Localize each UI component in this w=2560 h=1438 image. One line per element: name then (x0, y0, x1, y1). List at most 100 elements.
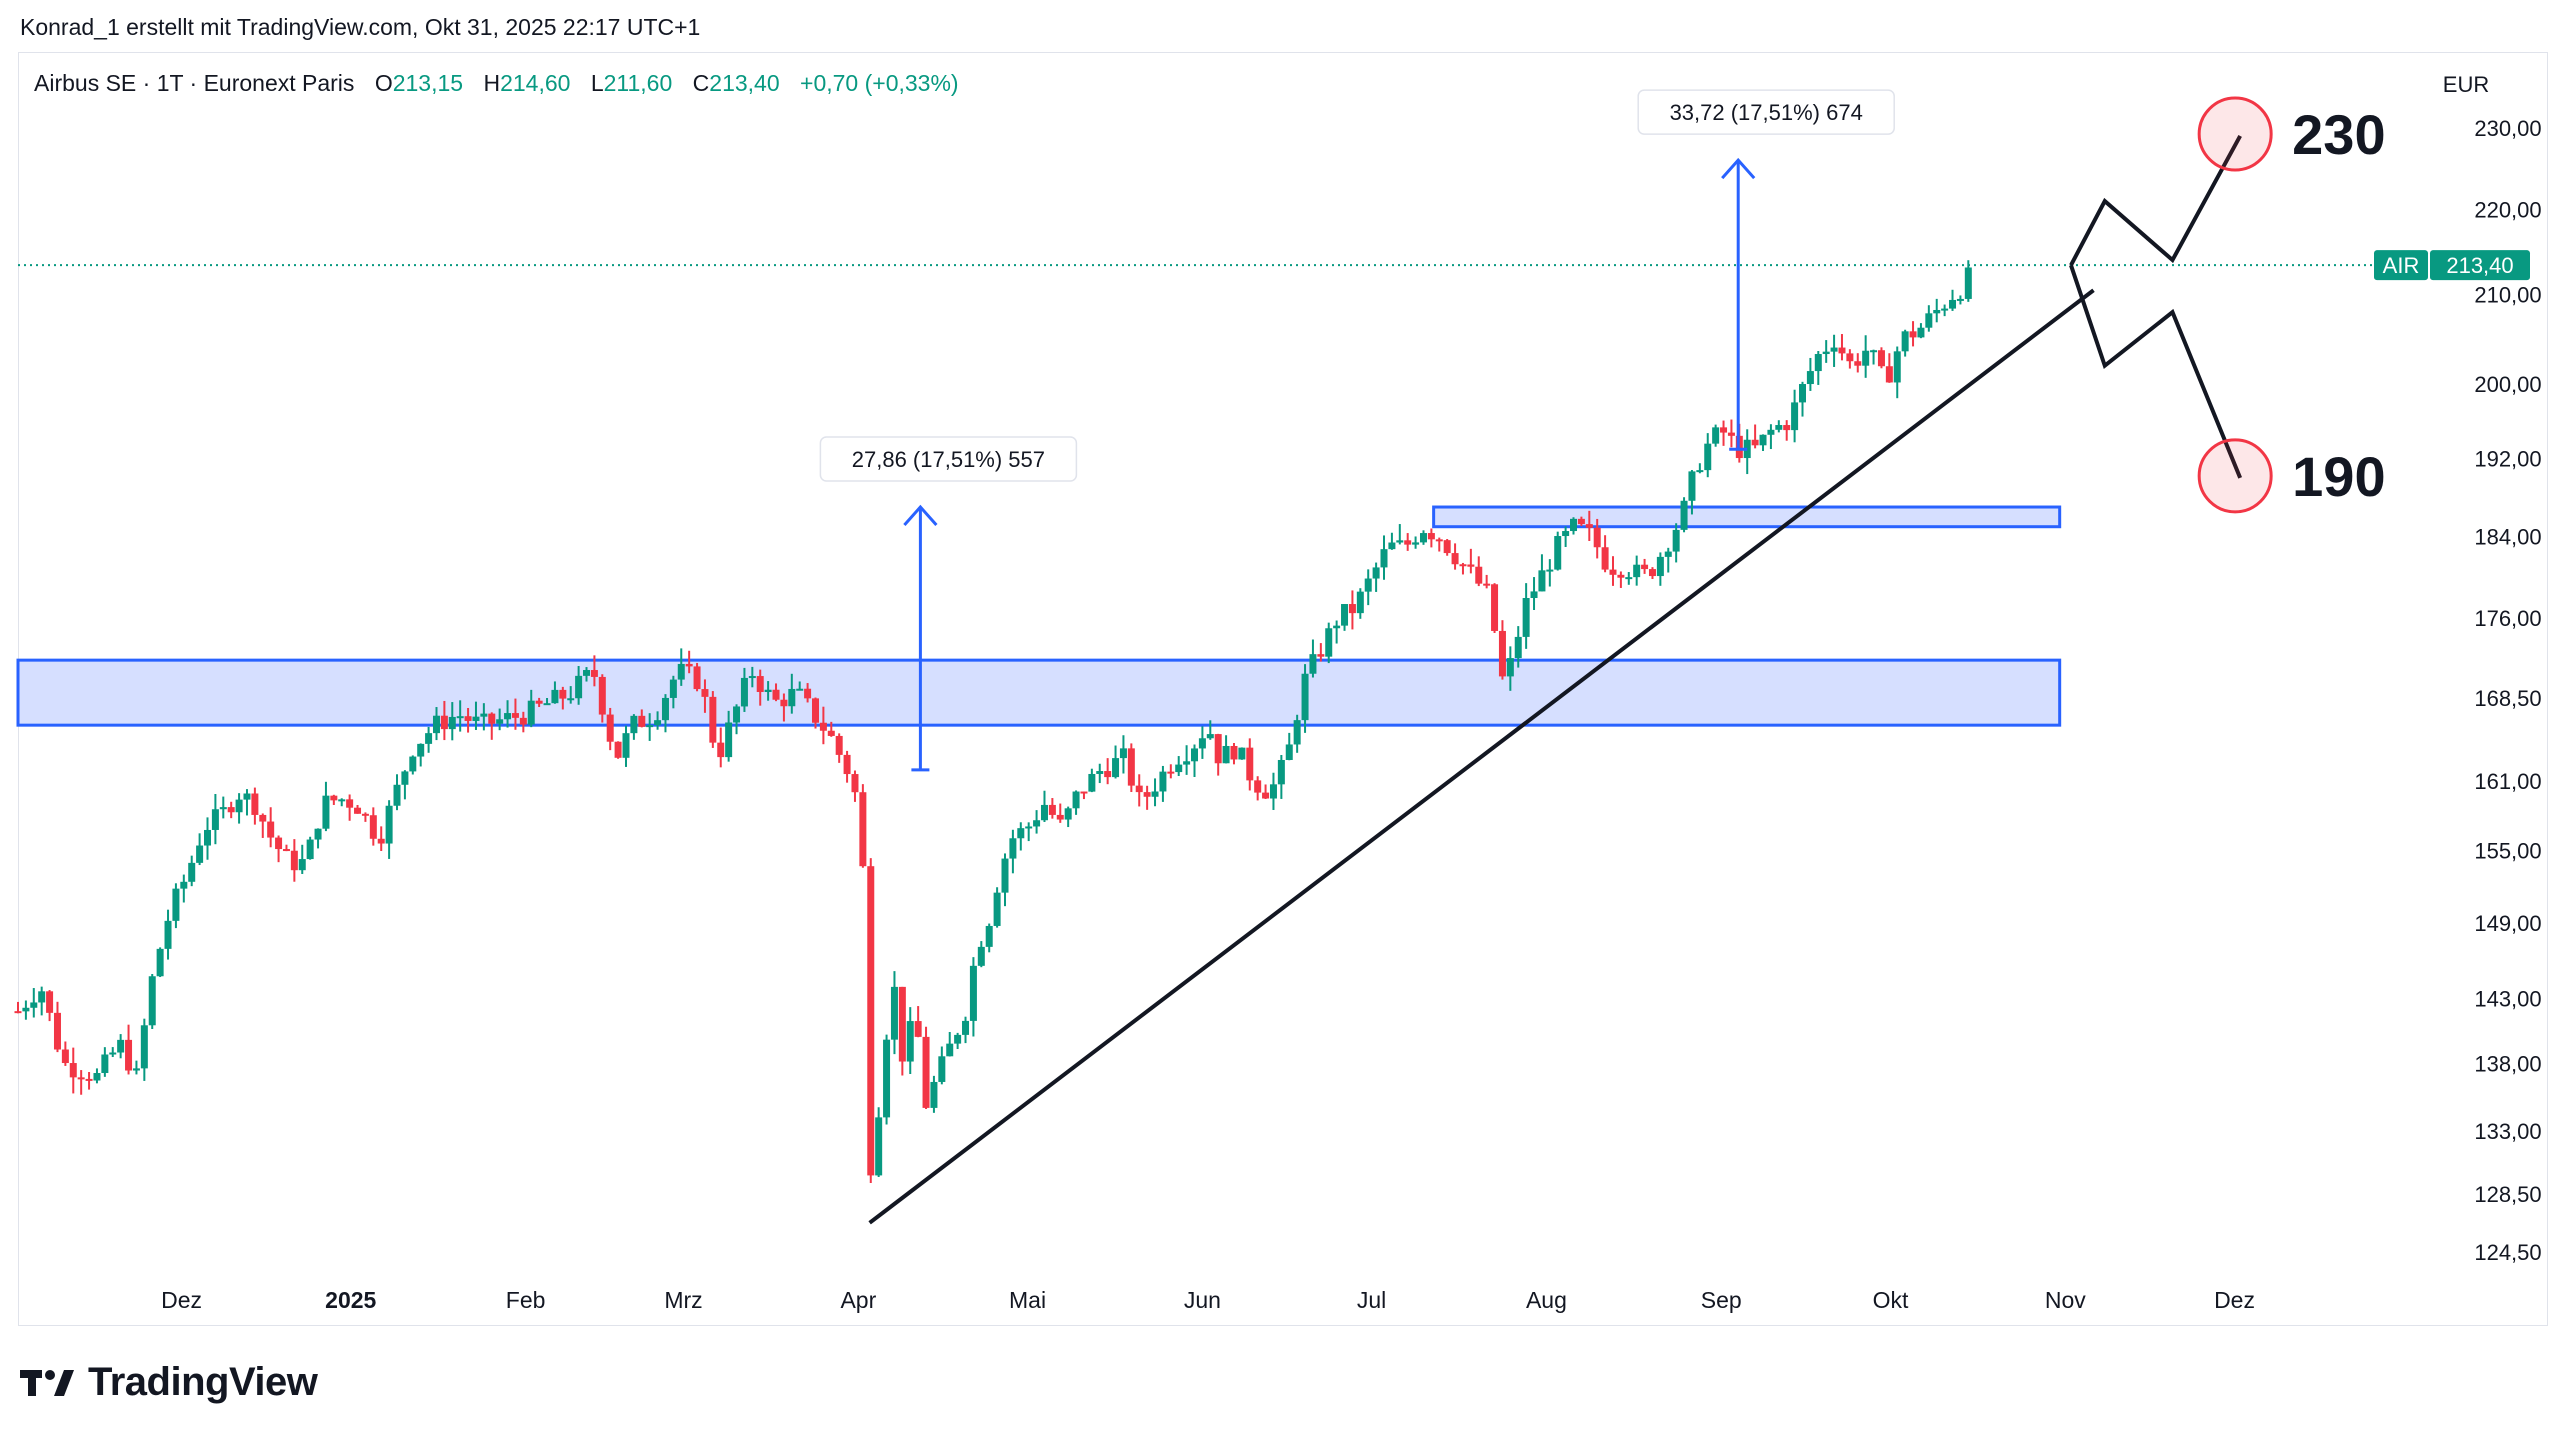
price-tick-label[interactable]: 161,00 (2474, 769, 2541, 794)
candle (1775, 420, 1783, 433)
scenario-bearish[interactable]: 190 (2069, 264, 2386, 514)
candle (456, 700, 464, 732)
candle (1759, 434, 1767, 451)
time-tick-label[interactable]: Jun (1184, 1287, 1221, 1313)
time-tick-label[interactable]: Aug (1526, 1287, 1567, 1313)
time-axis[interactable]: Dez 2025 Feb Mrz Apr Mai Jun Jul Aug Sep Okt Nov Dez (161, 1287, 2255, 1313)
price-tick-label[interactable]: 184,00 (2474, 525, 2541, 550)
candle (1159, 765, 1167, 802)
candle-body (504, 713, 512, 720)
high-label: H (483, 70, 501, 96)
price-tick-label[interactable]: 176,00 (2474, 606, 2541, 631)
candle-body (1577, 518, 1585, 525)
price-tick-label[interactable]: 149,00 (2474, 911, 2541, 936)
price-tick-label[interactable]: 200,00 (2474, 372, 2541, 397)
candle (377, 826, 385, 851)
candle-body (101, 1054, 109, 1074)
candle-body (488, 713, 496, 724)
time-tick-label[interactable]: Jul (1357, 1287, 1386, 1313)
open-value: 213,15 (392, 70, 464, 96)
candle (1633, 555, 1641, 586)
candle-body (1759, 434, 1767, 446)
candle-body (1364, 578, 1372, 592)
price-tick-label[interactable]: 133,00 (2474, 1119, 2541, 1144)
candle (188, 855, 196, 887)
candle (1783, 420, 1791, 441)
time-tick-label[interactable]: Mrz (664, 1287, 702, 1313)
candle (1277, 754, 1285, 799)
price-tick-label[interactable]: 155,00 (2474, 839, 2541, 864)
candle (1885, 353, 1893, 383)
candle (156, 947, 164, 978)
candle-body (1198, 738, 1206, 749)
support-zone-2[interactable] (1432, 505, 2062, 529)
candle (1609, 556, 1617, 586)
price-axis[interactable]: 124,50 128,50 133,00 138,00 143,00 149,00 155,… (2474, 116, 2541, 1265)
candle (1656, 552, 1664, 586)
candle (1498, 620, 1506, 680)
candle-body (1341, 604, 1349, 626)
candle-body (1901, 331, 1909, 352)
currency-label[interactable]: EUR (2443, 72, 2489, 97)
candle-body (219, 807, 227, 810)
time-tick-label[interactable]: 2025 (325, 1287, 376, 1313)
candle (243, 789, 251, 816)
time-tick-label[interactable]: Dez (2214, 1287, 2255, 1313)
candle-body (1617, 574, 1625, 578)
candle-body (804, 688, 812, 699)
measure-2[interactable]: 33,72 (17,51%) 674 (1637, 89, 1895, 451)
price-tick-label[interactable]: 138,00 (2474, 1051, 2541, 1076)
candle (772, 683, 780, 702)
candle (30, 988, 38, 1018)
candle-body (590, 670, 598, 677)
time-tick-label[interactable]: Okt (1873, 1287, 1909, 1313)
candle-body (962, 1020, 970, 1035)
candle-body (38, 991, 46, 1003)
candle-body (1214, 734, 1222, 764)
candle-body (1491, 584, 1499, 631)
candle (385, 800, 393, 859)
candle-body (1301, 673, 1309, 721)
trendline[interactable] (868, 288, 2095, 1225)
candle-body (69, 1063, 77, 1078)
symbol-legend: Airbus SE · 1T · Euronext Paris O213,15 … (34, 70, 959, 97)
time-tick-label[interactable]: Mai (1009, 1287, 1046, 1313)
candle (1191, 744, 1199, 777)
candle-body (196, 845, 204, 863)
candle (646, 713, 654, 741)
candle (1538, 554, 1546, 592)
time-tick-label[interactable]: Sep (1701, 1287, 1742, 1313)
candle-body (733, 706, 741, 723)
time-tick-label[interactable]: Apr (840, 1287, 876, 1313)
measure-1[interactable]: 27,86 (17,51%) 557 (819, 436, 1078, 772)
scenario-bullish[interactable]: 230 (2069, 96, 2386, 267)
candle-body (1191, 748, 1199, 762)
tradingview-logo[interactable]: TradingView (20, 1360, 318, 1405)
candle-body (1870, 350, 1878, 353)
time-tick-label[interactable]: Dez (161, 1287, 202, 1313)
price-tick-label[interactable]: 124,50 (2474, 1240, 2541, 1265)
price-tick-label[interactable]: 128,50 (2474, 1182, 2541, 1207)
candle-body (46, 991, 54, 1013)
price-tick-label[interactable]: 143,00 (2474, 986, 2541, 1011)
candle-body (1514, 636, 1522, 659)
candle-body (1135, 785, 1143, 793)
price-tick-label[interactable]: 220,00 (2474, 197, 2541, 222)
price-tick-label[interactable]: 168,50 (2474, 686, 2541, 711)
candle-body (1933, 309, 1941, 314)
candle-body (140, 1025, 148, 1069)
candle (61, 1041, 69, 1066)
price-tick-label[interactable]: 230,00 (2474, 116, 2541, 141)
time-tick-label[interactable]: Feb (506, 1287, 546, 1313)
symbol-name[interactable]: Airbus SE · 1T · Euronext Paris (34, 70, 355, 96)
candle-body (1688, 471, 1696, 501)
support-zone-1[interactable] (16, 658, 2062, 727)
chart-caption: Konrad_1 erstellt mit TradingView.com, O… (20, 14, 701, 40)
candle-body (843, 754, 851, 775)
time-tick-label[interactable]: Nov (2045, 1287, 2086, 1313)
price-tick-label[interactable]: 210,00 (2474, 283, 2541, 308)
candle-body (875, 1117, 883, 1176)
candle-body (1285, 744, 1293, 760)
price-tick-label[interactable]: 192,00 (2474, 447, 2541, 472)
